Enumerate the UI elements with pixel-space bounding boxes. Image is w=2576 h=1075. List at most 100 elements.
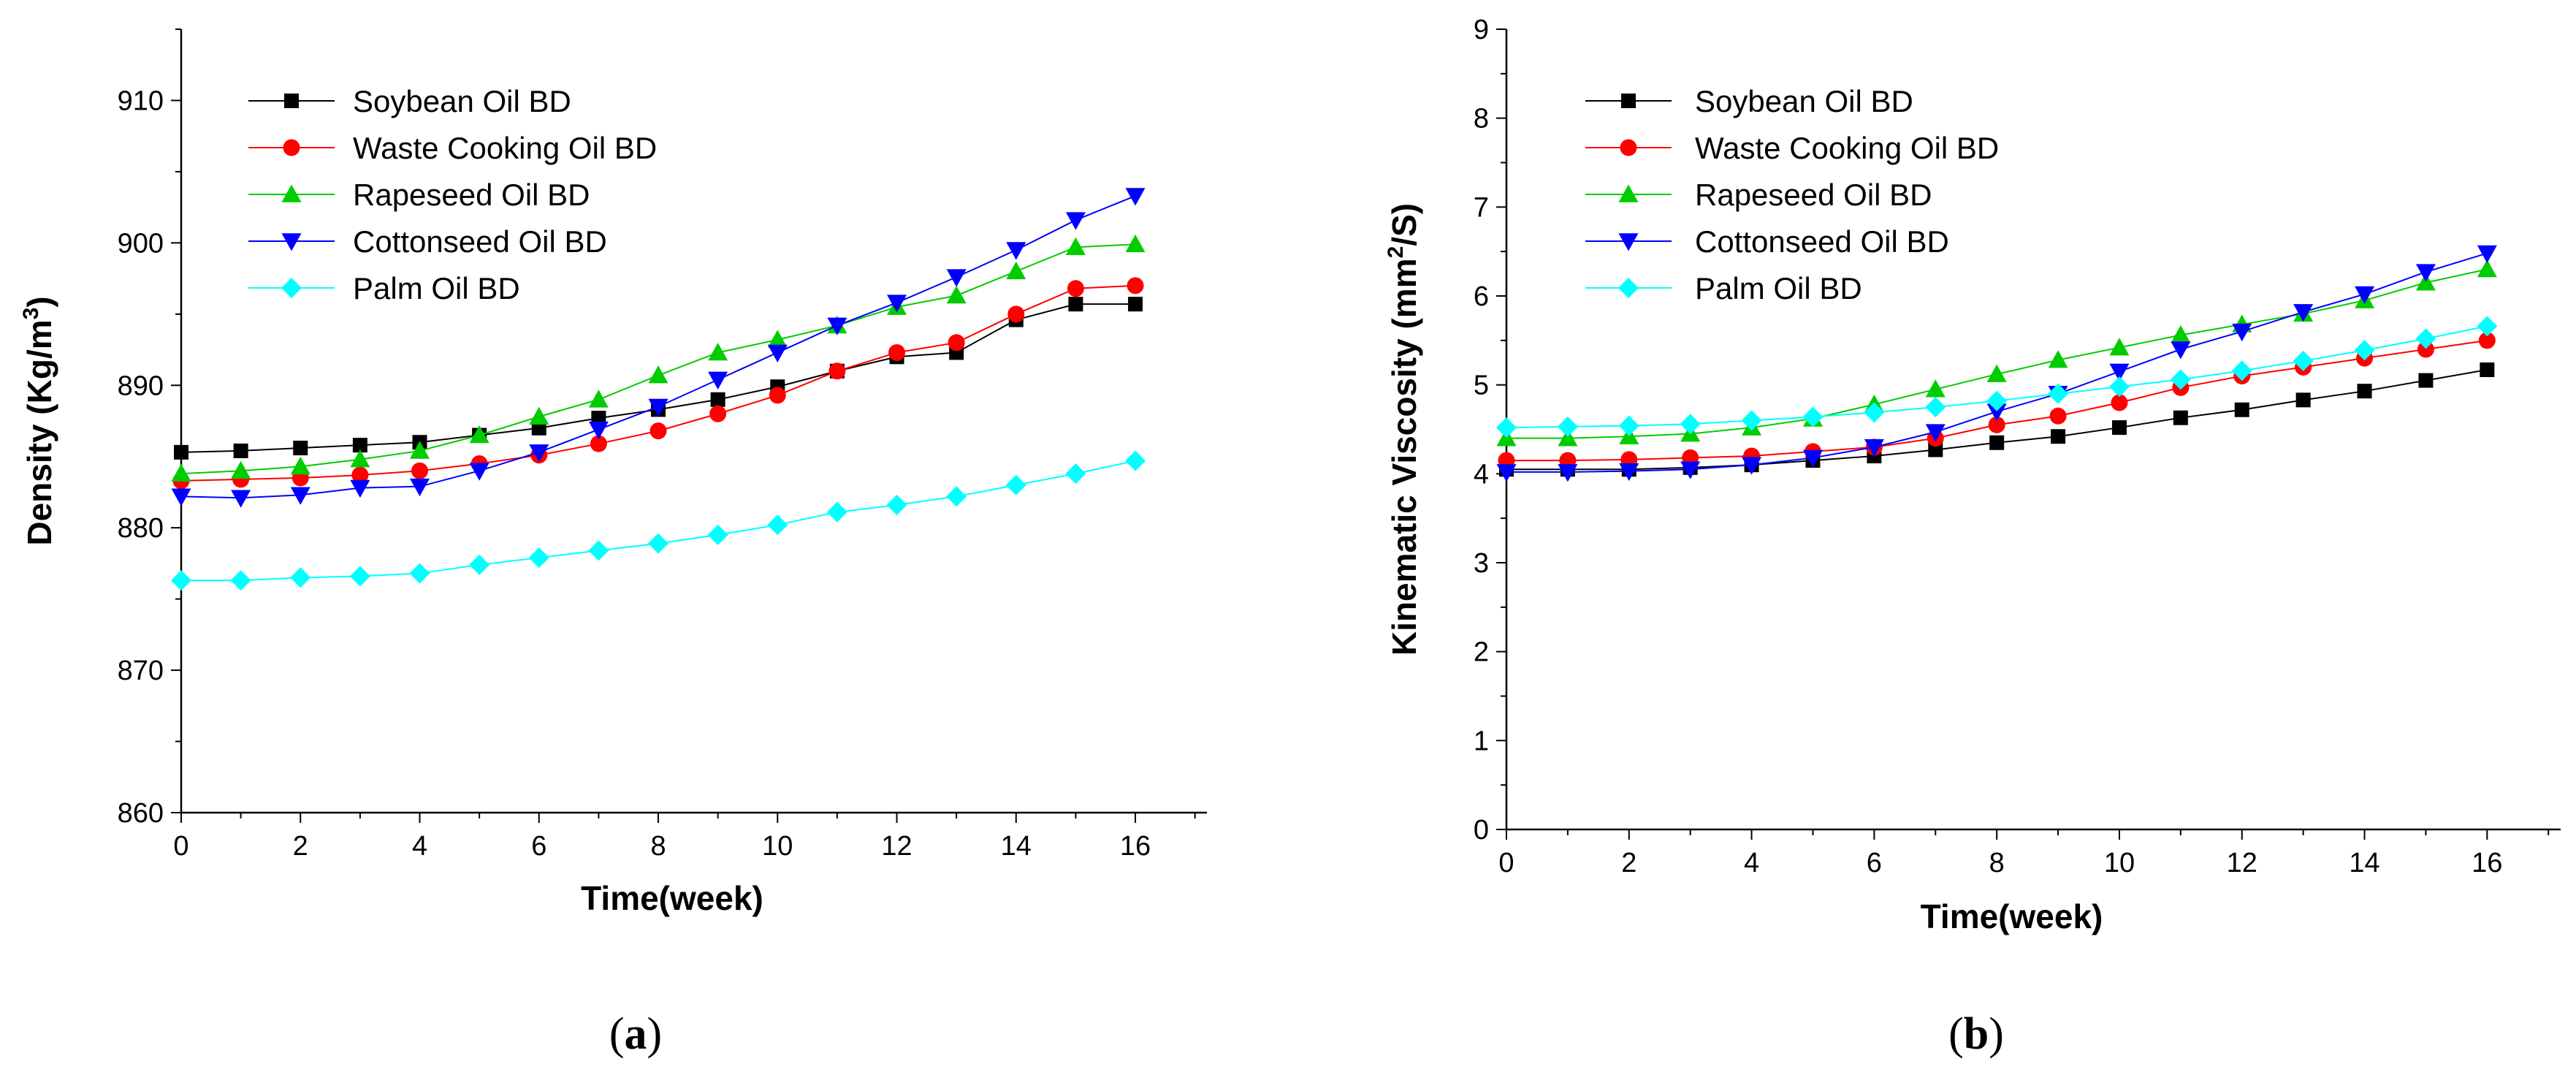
data-point — [708, 371, 728, 390]
data-point — [767, 514, 788, 536]
y-tick-label: 8 — [1474, 104, 1489, 134]
data-point — [1986, 403, 2007, 422]
data-point — [1802, 449, 1823, 468]
data-point — [1558, 428, 1578, 447]
data-point — [1496, 464, 1517, 482]
data-point — [2357, 384, 2372, 399]
y-tick-label: 4 — [1474, 459, 1489, 490]
y-axis-title: Kinematic Viscosity (mm2/S) — [1384, 203, 1423, 656]
y-tick-label: 5 — [1474, 371, 1489, 401]
legend-marker — [284, 94, 299, 108]
data-point — [1618, 415, 1639, 436]
data-point — [1125, 234, 1146, 253]
data-point — [649, 422, 667, 440]
legend-marker — [281, 184, 302, 202]
legend-label: Waste Cooking Oil BD — [1695, 131, 1999, 165]
data-point — [767, 330, 788, 348]
data-point — [2048, 383, 2069, 404]
data-point — [1006, 261, 1026, 280]
data-point — [648, 365, 668, 384]
data-point — [648, 533, 669, 554]
data-point — [529, 406, 549, 425]
data-point — [2109, 363, 2130, 381]
panel-caption: (a) — [609, 1009, 662, 1059]
panel-caption: (b) — [1948, 1009, 2004, 1059]
legend-label: Waste Cooking Oil BD — [353, 131, 657, 165]
data-point — [2417, 341, 2434, 358]
data-point — [588, 540, 609, 561]
x-tick-label: 12 — [2227, 848, 2257, 878]
data-point — [410, 478, 430, 497]
y-tick-label: 860 — [118, 798, 164, 829]
data-point — [1925, 379, 1946, 398]
data-point — [352, 438, 367, 453]
x-tick-label: 16 — [1120, 831, 1151, 862]
x-axis-title: Time(week) — [581, 879, 763, 917]
data-point — [2477, 259, 2497, 278]
legend-marker — [1620, 139, 1637, 156]
x-tick-label: 6 — [531, 831, 546, 862]
data-point — [469, 554, 490, 575]
data-point — [1125, 450, 1146, 471]
data-point — [1986, 364, 2007, 382]
data-point — [1068, 297, 1083, 312]
y-tick-label: 6 — [1474, 281, 1489, 312]
y-tick-label: 1 — [1474, 726, 1489, 756]
data-point — [350, 479, 370, 498]
legend-marker — [281, 278, 302, 298]
data-point — [2415, 264, 2436, 282]
legend-marker — [1618, 184, 1639, 202]
data-point — [769, 387, 786, 404]
data-point — [1065, 212, 1086, 230]
data-point — [1558, 464, 1578, 482]
data-point — [2170, 369, 2191, 390]
data-point — [2295, 392, 2311, 408]
data-point — [827, 317, 847, 335]
x-tick-label: 10 — [2104, 848, 2135, 878]
data-point — [290, 487, 310, 505]
data-point — [2173, 410, 2188, 425]
y-tick-label: 0 — [1474, 815, 1489, 846]
data-point — [2049, 407, 2067, 425]
x-axis-title: Time(week) — [1921, 897, 2103, 935]
data-point — [2234, 402, 2249, 417]
data-point — [1989, 435, 2005, 450]
data-point — [767, 344, 788, 362]
legend-marker — [283, 139, 300, 156]
y-tick-label: 2 — [1474, 637, 1489, 668]
data-point — [886, 494, 907, 515]
legend-marker — [1621, 94, 1636, 108]
data-point — [1007, 305, 1025, 323]
x-tick-label: 0 — [173, 831, 188, 862]
y-tick-label: 900 — [118, 228, 164, 259]
data-point — [293, 441, 308, 456]
data-point — [230, 570, 251, 591]
data-point — [1619, 463, 1639, 482]
x-tick-label: 8 — [650, 831, 666, 862]
data-point — [2418, 373, 2434, 388]
legend-label: Cottonseed Oil BD — [1695, 224, 1949, 259]
data-point — [707, 524, 728, 545]
data-point — [1802, 406, 1824, 428]
data-point — [710, 392, 725, 407]
data-point — [1065, 463, 1086, 485]
x-tick-label: 12 — [881, 831, 912, 862]
x-tick-label: 14 — [1001, 831, 1032, 862]
data-point — [2111, 394, 2128, 411]
x-tick-label: 6 — [1867, 848, 1882, 878]
data-point — [2293, 304, 2314, 322]
legend-label: Palm Oil BD — [1695, 271, 1862, 305]
data-point — [171, 488, 191, 506]
data-point — [1864, 439, 1884, 457]
data-point — [1067, 280, 1084, 297]
y-tick-label: 910 — [118, 86, 164, 116]
data-point — [2355, 286, 2375, 305]
x-tick-label: 2 — [1621, 848, 1636, 878]
data-point — [290, 567, 311, 588]
data-point — [174, 444, 188, 460]
data-point — [2477, 245, 2497, 264]
data-point — [1742, 457, 1762, 475]
data-point — [828, 362, 846, 380]
